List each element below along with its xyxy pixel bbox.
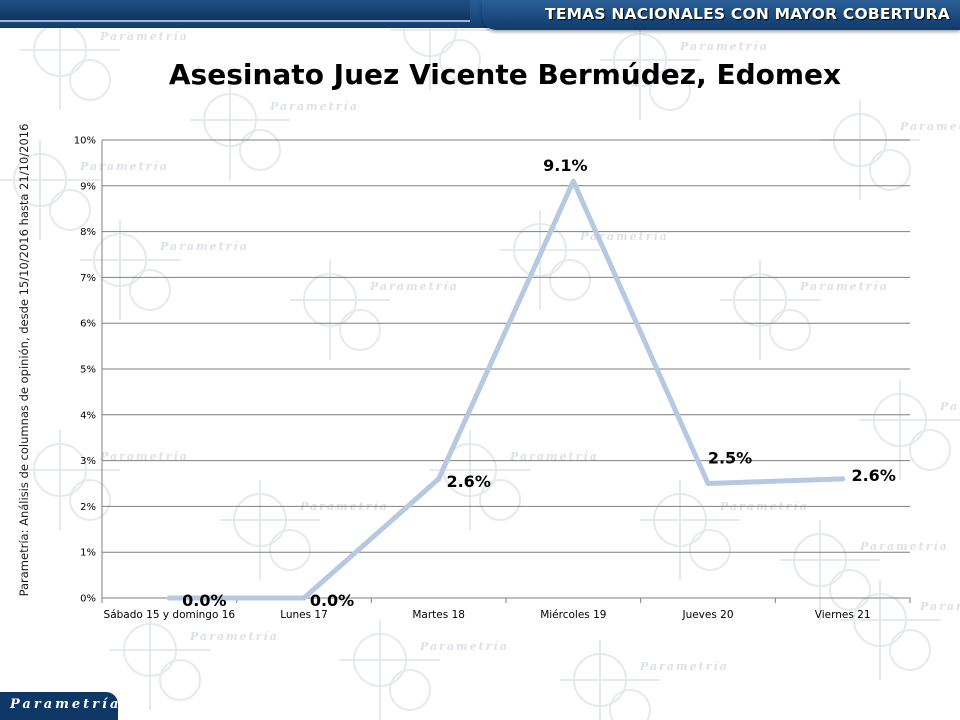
y-tick-label: 1% xyxy=(80,548,96,559)
watermark-text: Parametría xyxy=(919,600,960,613)
x-tick-label: Sábado 15 y domingo 16 xyxy=(104,609,236,621)
watermark-motif: Parametría xyxy=(290,260,459,360)
watermark-motif: Parametría xyxy=(110,610,279,710)
watermark-text: Parametría xyxy=(679,40,769,53)
watermark-text: Parametría xyxy=(369,280,459,293)
data-label: 0.0% xyxy=(310,591,354,610)
watermark-text: Parametría xyxy=(269,100,359,113)
watermark-motif: Parametría xyxy=(720,260,889,360)
y-tick-label: 10% xyxy=(74,136,96,147)
y-tick-label: 0% xyxy=(80,594,96,605)
watermark-motif: Parametría xyxy=(600,20,769,120)
data-label: 2.5% xyxy=(708,449,752,468)
y-tick-label: 9% xyxy=(80,181,96,192)
watermark-motif: Parametría xyxy=(80,220,249,320)
header-title: TEMAS NACIONALES CON MAYOR COBERTURA xyxy=(545,5,950,23)
watermark-text: Parametría xyxy=(79,160,169,173)
watermark-text: Parametría xyxy=(899,120,960,133)
watermark-text: Parametría xyxy=(509,450,599,463)
y-tick-label: 5% xyxy=(80,365,96,376)
watermark-motif: Parametría xyxy=(780,520,949,620)
gridlines: 0% 1% 2% 3% 4% 5% 6% 7% 8% 9% 10% xyxy=(74,136,910,605)
watermark-motif: Parametría xyxy=(340,620,509,720)
watermark-motif: Parametría xyxy=(0,140,169,240)
watermark-text: Parametría xyxy=(859,540,949,553)
watermark-text: Parametría xyxy=(159,240,249,253)
data-point xyxy=(166,595,172,601)
data-label: 2.6% xyxy=(446,472,490,491)
y-tick-label: 6% xyxy=(80,319,96,330)
top-bar-left-strip xyxy=(0,0,470,22)
data-point xyxy=(705,481,711,486)
data-point xyxy=(436,476,442,482)
logo-text: Parametría xyxy=(10,697,122,712)
data-point xyxy=(840,476,846,482)
watermark-motif: Parametría xyxy=(190,80,359,180)
series-line xyxy=(166,178,846,601)
y-tick-label: 2% xyxy=(80,502,96,513)
watermark-motif: Parametría xyxy=(840,580,960,680)
data-point xyxy=(301,595,307,601)
watermark-text: Parametría xyxy=(99,450,189,463)
watermark-text: Parametría xyxy=(799,280,889,293)
x-tick-label: Lunes 17 xyxy=(280,609,328,621)
watermark-text: Parametría xyxy=(99,30,189,43)
watermark-motif: Parametría xyxy=(20,430,189,530)
parametria-logo: Parametría xyxy=(0,692,118,720)
data-point xyxy=(570,178,576,184)
watermark-motif: Parametría xyxy=(860,380,960,480)
watermark-text: Parametría xyxy=(189,630,279,643)
y-tick-label: 7% xyxy=(80,273,96,284)
x-tick-label: Miércoles 19 xyxy=(540,609,606,621)
header-band: TEMAS NACIONALES CON MAYOR COBERTURA xyxy=(482,0,960,30)
data-label: 0.0% xyxy=(182,591,226,610)
y-tick-label: 3% xyxy=(80,456,96,467)
watermark-motif: Parametría xyxy=(430,430,599,530)
y-tick-label: 4% xyxy=(80,410,96,421)
chart-title: Asesinato Juez Vicente Bermúdez, Edomex xyxy=(168,58,842,91)
watermark-motif: Parametría xyxy=(560,640,729,720)
watermark-motif: Parametría xyxy=(20,10,189,110)
x-tick-label: Viernes 21 xyxy=(815,609,871,621)
watermark-text: Parametría xyxy=(639,660,729,673)
data-label: 9.1% xyxy=(543,156,587,175)
y-tick-label: 8% xyxy=(80,227,96,238)
x-tick-label: Jueves 20 xyxy=(681,609,733,621)
watermark-text: Parametría xyxy=(419,640,509,653)
x-tick-label: Martes 18 xyxy=(412,609,465,621)
watermark-motif: Parametría xyxy=(500,210,667,310)
data-label: 2.6% xyxy=(851,466,895,485)
watermark-text: Parametría xyxy=(939,400,960,413)
